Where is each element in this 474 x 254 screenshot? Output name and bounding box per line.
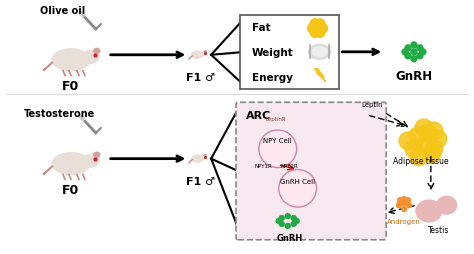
Circle shape	[279, 221, 284, 227]
Text: Energy: Energy	[252, 72, 293, 82]
Circle shape	[429, 131, 447, 148]
Text: Testosterone: Testosterone	[23, 109, 95, 119]
Text: GnRH Cell: GnRH Cell	[280, 179, 315, 185]
Circle shape	[276, 219, 281, 224]
Ellipse shape	[416, 200, 442, 222]
Ellipse shape	[192, 52, 203, 59]
Circle shape	[417, 46, 423, 52]
Ellipse shape	[192, 155, 203, 163]
Polygon shape	[315, 69, 326, 82]
Ellipse shape	[52, 153, 90, 175]
Circle shape	[419, 124, 437, 142]
Circle shape	[411, 57, 417, 62]
Text: F0: F0	[63, 184, 80, 197]
Circle shape	[401, 197, 407, 202]
Circle shape	[425, 140, 443, 158]
Ellipse shape	[94, 49, 100, 54]
Circle shape	[415, 120, 433, 137]
Ellipse shape	[312, 48, 327, 58]
Circle shape	[417, 54, 423, 59]
Circle shape	[279, 216, 284, 220]
Circle shape	[409, 128, 427, 145]
Text: GnRH: GnRH	[395, 69, 432, 82]
FancyBboxPatch shape	[236, 103, 386, 240]
Circle shape	[294, 219, 299, 224]
Text: LeptinR: LeptinR	[265, 117, 286, 122]
Circle shape	[405, 140, 423, 158]
Text: F1 ♂: F1 ♂	[186, 72, 215, 82]
Bar	[240, 16, 339, 90]
Text: NPY Cell: NPY Cell	[264, 137, 292, 143]
Circle shape	[416, 136, 434, 154]
Circle shape	[397, 203, 401, 208]
Circle shape	[279, 170, 317, 207]
Circle shape	[405, 46, 411, 52]
Circle shape	[407, 203, 411, 208]
Ellipse shape	[204, 52, 207, 53]
Ellipse shape	[83, 155, 99, 167]
Circle shape	[410, 148, 428, 166]
Circle shape	[420, 50, 426, 56]
Circle shape	[401, 201, 407, 206]
Circle shape	[318, 24, 328, 34]
Text: F1 ♂: F1 ♂	[186, 177, 215, 187]
Text: ARC: ARC	[246, 111, 271, 121]
Ellipse shape	[201, 156, 206, 160]
Ellipse shape	[204, 155, 207, 156]
Circle shape	[315, 28, 325, 38]
Circle shape	[308, 24, 318, 34]
Circle shape	[411, 43, 417, 49]
Circle shape	[398, 198, 402, 203]
Ellipse shape	[83, 51, 99, 64]
Text: Testis: Testis	[428, 225, 449, 234]
Circle shape	[291, 216, 296, 220]
Circle shape	[291, 221, 296, 227]
Text: Olive oil: Olive oil	[40, 6, 86, 16]
Circle shape	[313, 25, 321, 33]
Text: Adipose tissue: Adipose tissue	[393, 156, 449, 165]
Circle shape	[411, 50, 417, 56]
Circle shape	[310, 20, 320, 30]
Circle shape	[401, 207, 407, 212]
Circle shape	[402, 50, 408, 56]
Text: Leptin: Leptin	[361, 102, 383, 108]
Ellipse shape	[52, 50, 90, 71]
Circle shape	[423, 145, 441, 163]
Circle shape	[285, 214, 290, 219]
Text: NPY2R: NPY2R	[281, 163, 299, 168]
Ellipse shape	[437, 196, 457, 214]
Text: Fat: Fat	[252, 23, 271, 33]
Text: Androgen: Androgen	[387, 218, 421, 224]
Circle shape	[315, 20, 325, 30]
Ellipse shape	[309, 45, 330, 60]
Circle shape	[259, 131, 297, 168]
Circle shape	[405, 54, 411, 59]
Text: NPY1R: NPY1R	[255, 163, 273, 168]
Circle shape	[285, 224, 290, 229]
Text: GnRH: GnRH	[276, 233, 303, 242]
Circle shape	[405, 198, 410, 203]
Ellipse shape	[201, 52, 206, 57]
Circle shape	[399, 132, 417, 150]
Circle shape	[310, 28, 320, 38]
Text: F0: F0	[63, 79, 80, 92]
Circle shape	[425, 123, 443, 140]
Text: Weight: Weight	[252, 48, 294, 58]
Ellipse shape	[94, 153, 100, 157]
